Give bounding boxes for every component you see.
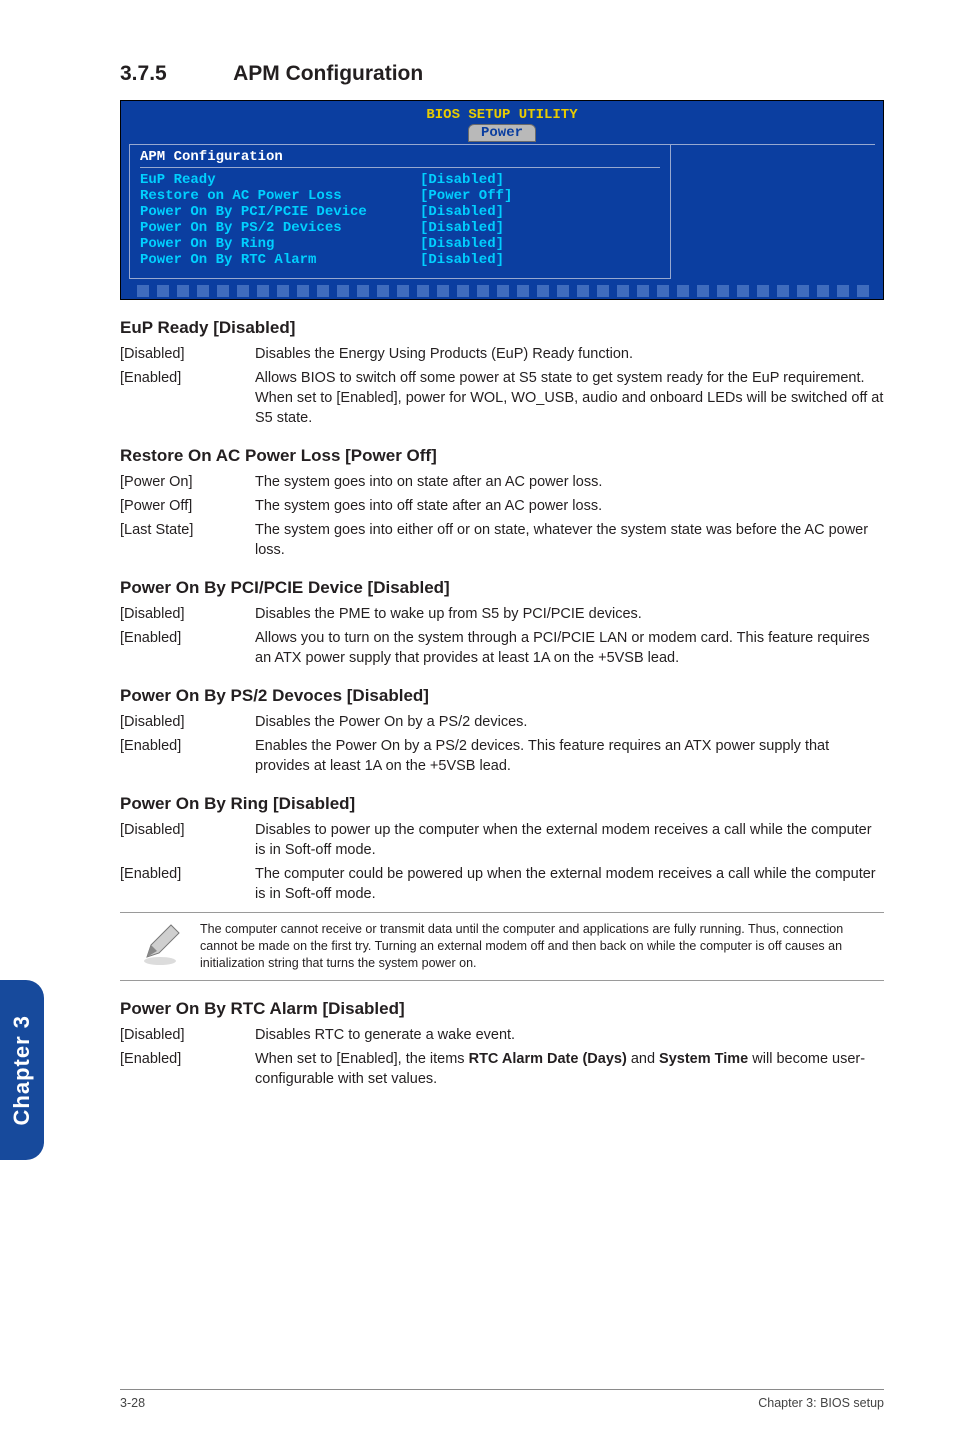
definition-desc: Disables the Power On by a PS/2 devices. [255,712,884,732]
definition-desc: Disables the Energy Using Products (EuP)… [255,344,884,364]
bios-bottom-dashes [129,285,875,297]
definition-row: [Enabled] When set to [Enabled], the ite… [120,1049,884,1089]
bios-row-key: EuP Ready [140,172,420,188]
bios-row-val: [Disabled] [420,252,504,268]
definition-term: [Disabled] [120,820,255,860]
bios-row-val: [Disabled] [420,172,504,188]
definition-row: [Last State]The system goes into either … [120,520,884,560]
bios-row-val: [Disabled] [420,236,504,252]
subheading: Power On By Ring [Disabled] [120,794,884,814]
definition-term: [Power Off] [120,496,255,516]
bios-row-val: [Power Off] [420,188,512,204]
definition-desc: Disables the PME to wake up from S5 by P… [255,604,884,624]
bios-row-key: Power On By PCI/PCIE Device [140,204,420,220]
definition-term: [Disabled] [120,712,255,732]
definition-desc: Disables RTC to generate a wake event. [255,1025,884,1045]
rtc-enabled-mid: and [627,1051,659,1067]
definition-desc: Enables the Power On by a PS/2 devices. … [255,736,884,776]
definition-term: [Enabled] [120,368,255,428]
section-number: 3.7.5 [120,62,228,86]
pencil-icon [120,921,200,967]
bios-row[interactable]: Restore on AC Power Loss[Power Off] [140,188,660,204]
definition-row: [Power Off]The system goes into off stat… [120,496,884,516]
bios-row-val: [Disabled] [420,220,504,236]
bios-row-key: Restore on AC Power Loss [140,188,420,204]
definition-desc: Allows you to turn on the system through… [255,628,884,668]
rtc-enabled-pre: When set to [Enabled], the items [255,1051,469,1067]
definition-term: [Enabled] [120,736,255,776]
definition-row: [Power On]The system goes into on state … [120,472,884,492]
bios-section-label: APM Configuration [140,149,660,168]
definition-desc: Allows BIOS to switch off some power at … [255,368,884,428]
bios-row[interactable]: Power On By PS/2 Devices[Disabled] [140,220,660,236]
definition-desc: The system goes into off state after an … [255,496,884,516]
bios-row-key: Power On By RTC Alarm [140,252,420,268]
bios-tab-power[interactable]: Power [468,124,536,142]
bios-row[interactable]: Power On By Ring[Disabled] [140,236,660,252]
bios-tab-row: Power [121,123,883,144]
definition-row: [Enabled]The computer could be powered u… [120,864,884,904]
definition-row: [Enabled]Allows you to turn on the syste… [120,628,884,668]
definition-term: [Disabled] [120,604,255,624]
definition-desc: The system goes into on state after an A… [255,472,884,492]
subheading: Restore On AC Power Loss [Power Off] [120,446,884,466]
page-footer: 3-28 Chapter 3: BIOS setup [120,1389,884,1410]
definition-row: [Enabled]Enables the Power On by a PS/2 … [120,736,884,776]
definition-row: [Enabled]Allows BIOS to switch off some … [120,368,884,428]
subheading: Power On By PS/2 Devoces [Disabled] [120,686,884,706]
definition-term: [Enabled] [120,1049,255,1089]
subheading: Power On By PCI/PCIE Device [Disabled] [120,578,884,598]
bios-row-key: Power On By Ring [140,236,420,252]
bios-row-val: [Disabled] [420,204,504,220]
definition-row: [Disabled]Disables the Energy Using Prod… [120,344,884,364]
chapter-side-label: Chapter 3 [9,1015,35,1125]
chapter-side-tab: Chapter 3 [0,980,44,1160]
definition-desc: When set to [Enabled], the items RTC Ala… [255,1049,884,1089]
subheading: Power On By RTC Alarm [Disabled] [120,999,884,1019]
note-text: The computer cannot receive or transmit … [200,921,884,972]
definition-term: [Enabled] [120,628,255,668]
bios-panel: BIOS SETUP UTILITY Power APM Configurati… [120,100,884,300]
section-title: APM Configuration [233,62,423,85]
footer-chapter: Chapter 3: BIOS setup [758,1396,884,1410]
definition-desc: The computer could be powered up when th… [255,864,884,904]
section-heading: 3.7.5 APM Configuration [120,62,884,86]
rtc-enabled-b2: System Time [659,1051,748,1067]
bios-left-pane: APM Configuration EuP Ready[Disabled] Re… [129,144,670,279]
bios-header: BIOS SETUP UTILITY [121,101,883,123]
definition-desc: The system goes into either off or on st… [255,520,884,560]
rtc-enabled-b1: RTC Alarm Date (Days) [469,1051,627,1067]
definition-row: [Disabled]Disables the PME to wake up fr… [120,604,884,624]
definition-row: [Disabled]Disables the Power On by a PS/… [120,712,884,732]
definition-term: [Last State] [120,520,255,560]
definition-term: [Enabled] [120,864,255,904]
bios-row-key: Power On By PS/2 Devices [140,220,420,236]
page-number: 3-28 [120,1396,145,1410]
definition-desc: Disables to power up the computer when t… [255,820,884,860]
bios-row[interactable]: EuP Ready[Disabled] [140,172,660,188]
bios-right-pane [670,144,875,279]
definition-row: [Disabled]Disables to power up the compu… [120,820,884,860]
note-block: The computer cannot receive or transmit … [120,912,884,981]
definition-term: [Disabled] [120,1025,255,1045]
bios-row[interactable]: Power On By PCI/PCIE Device[Disabled] [140,204,660,220]
definition-row: [Disabled]Disables RTC to generate a wak… [120,1025,884,1045]
definition-term: [Disabled] [120,344,255,364]
subheading: EuP Ready [Disabled] [120,318,884,338]
bios-row[interactable]: Power On By RTC Alarm[Disabled] [140,252,660,268]
definition-term: [Power On] [120,472,255,492]
